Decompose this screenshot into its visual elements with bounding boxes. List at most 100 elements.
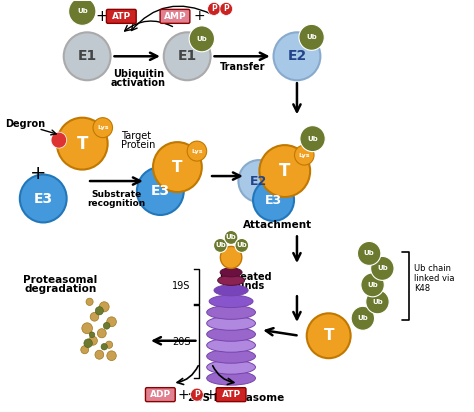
Ellipse shape [207, 305, 255, 319]
Text: K48: K48 [414, 284, 430, 293]
Circle shape [273, 32, 320, 80]
Circle shape [81, 346, 89, 354]
Text: Lys: Lys [299, 152, 310, 158]
Ellipse shape [207, 360, 255, 374]
Text: Ub: Ub [306, 34, 317, 40]
Ellipse shape [207, 316, 255, 330]
Text: Ub: Ub [237, 242, 247, 248]
Circle shape [294, 145, 314, 165]
Text: Degron: Degron [5, 119, 45, 129]
Circle shape [189, 26, 215, 52]
Circle shape [164, 32, 210, 80]
Circle shape [97, 329, 106, 338]
Text: Ub chain: Ub chain [414, 264, 451, 273]
Text: Transfer: Transfer [219, 62, 265, 72]
Ellipse shape [214, 285, 248, 296]
Circle shape [220, 2, 233, 15]
Ellipse shape [207, 371, 255, 385]
Text: ADP: ADP [150, 390, 171, 399]
Circle shape [51, 132, 67, 148]
Text: E3: E3 [34, 192, 53, 206]
Circle shape [93, 118, 112, 138]
Circle shape [187, 141, 207, 161]
Ellipse shape [207, 327, 255, 341]
Circle shape [208, 2, 220, 15]
Circle shape [213, 239, 227, 253]
Text: Ub: Ub [226, 234, 237, 241]
Circle shape [101, 344, 108, 350]
Text: degradation: degradation [24, 284, 96, 294]
Circle shape [69, 0, 96, 26]
Circle shape [259, 145, 310, 197]
Circle shape [307, 313, 351, 358]
Text: Ub: Ub [364, 250, 374, 256]
FancyBboxPatch shape [146, 388, 175, 402]
Text: Substrate: Substrate [91, 190, 142, 199]
Text: Lys: Lys [97, 125, 109, 130]
Text: Ub: Ub [372, 299, 383, 305]
Text: E2: E2 [287, 49, 307, 63]
Circle shape [107, 317, 117, 327]
Text: Ub: Ub [307, 136, 318, 142]
Text: AMP: AMP [164, 12, 186, 21]
Text: Repeated: Repeated [219, 272, 272, 282]
Text: T: T [77, 135, 88, 152]
Circle shape [20, 175, 67, 222]
Text: E3: E3 [151, 184, 170, 198]
Circle shape [371, 256, 394, 280]
Circle shape [82, 323, 92, 334]
Circle shape [235, 239, 249, 253]
Text: activation: activation [111, 78, 166, 88]
Ellipse shape [207, 338, 255, 352]
Text: ATP: ATP [221, 390, 241, 399]
Text: P: P [211, 5, 217, 13]
Circle shape [153, 142, 202, 192]
Circle shape [107, 351, 116, 360]
Text: Ubiquitin: Ubiquitin [113, 69, 164, 79]
Circle shape [106, 341, 113, 349]
Circle shape [366, 290, 389, 314]
Circle shape [64, 32, 110, 80]
Circle shape [103, 322, 110, 329]
Text: Ub: Ub [215, 242, 226, 248]
Circle shape [191, 388, 203, 401]
Text: Target: Target [121, 131, 151, 141]
Text: ATP: ATP [112, 12, 131, 21]
Text: T: T [172, 159, 182, 175]
Text: E1: E1 [78, 49, 97, 63]
Text: E3: E3 [265, 194, 282, 206]
Circle shape [253, 179, 294, 221]
Circle shape [351, 306, 374, 330]
Circle shape [57, 118, 108, 170]
Ellipse shape [209, 295, 253, 307]
Circle shape [220, 246, 242, 268]
Circle shape [361, 273, 384, 297]
Circle shape [90, 312, 99, 321]
FancyBboxPatch shape [216, 388, 246, 402]
Text: Protein: Protein [121, 140, 155, 150]
Text: +: + [95, 9, 108, 24]
Circle shape [89, 332, 95, 337]
Text: 26S Proteasome: 26S Proteasome [188, 393, 284, 403]
Text: T: T [279, 162, 291, 180]
Text: Ub: Ub [357, 315, 368, 321]
Circle shape [95, 350, 104, 359]
Text: linked via: linked via [414, 274, 455, 283]
Text: E1: E1 [178, 49, 197, 63]
Ellipse shape [207, 349, 255, 363]
Circle shape [299, 24, 324, 50]
Circle shape [89, 336, 97, 345]
Circle shape [137, 167, 184, 215]
Text: Ub: Ub [377, 265, 388, 272]
Text: Ub: Ub [196, 36, 207, 42]
Text: P: P [223, 5, 229, 13]
Text: rounds: rounds [227, 281, 265, 291]
Circle shape [238, 160, 279, 202]
Text: +: + [204, 388, 216, 402]
Text: +: + [193, 9, 205, 23]
Text: Ub: Ub [77, 8, 88, 14]
Text: Ub: Ub [367, 282, 378, 288]
Text: +: + [30, 164, 46, 183]
Text: T: T [323, 328, 334, 343]
Text: +: + [178, 388, 190, 402]
